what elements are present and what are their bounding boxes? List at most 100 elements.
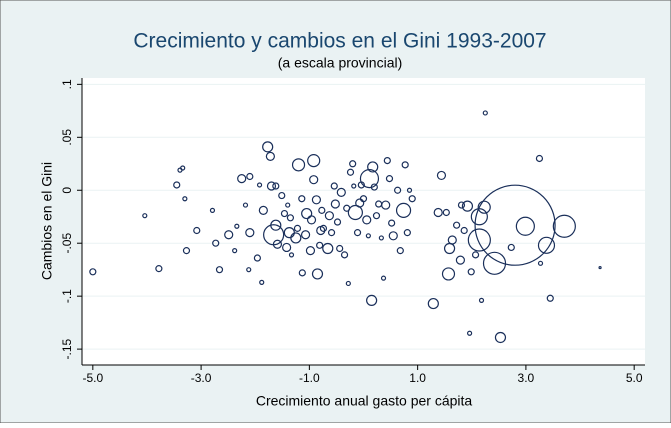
bubble xyxy=(324,211,334,221)
y-tick-label: -.1 xyxy=(60,289,74,303)
bubble xyxy=(291,158,306,172)
bubble xyxy=(305,246,316,256)
bubble xyxy=(388,231,398,241)
y-axis-title: Cambios en el Gini xyxy=(39,162,55,280)
bubble xyxy=(436,170,447,181)
bubble xyxy=(285,202,291,208)
bubble xyxy=(270,219,282,231)
bubble xyxy=(347,204,363,221)
bubble xyxy=(370,183,378,191)
bubble xyxy=(441,267,456,281)
bubble xyxy=(349,160,357,168)
bubble xyxy=(477,200,491,214)
bubble xyxy=(474,184,556,266)
bubble xyxy=(507,243,515,252)
bubble xyxy=(246,267,252,273)
bubble xyxy=(359,169,380,189)
bubble xyxy=(366,294,378,306)
bubble xyxy=(346,168,355,176)
bubble xyxy=(546,294,554,302)
bubble xyxy=(359,195,368,203)
bubble xyxy=(266,181,277,191)
bubble xyxy=(372,212,381,220)
bubble xyxy=(482,110,488,116)
bubble xyxy=(256,182,263,188)
bubble xyxy=(237,174,247,184)
bubble xyxy=(290,232,302,244)
bubble xyxy=(388,219,396,227)
bubble xyxy=(272,239,283,249)
bubble xyxy=(322,242,334,255)
bubble xyxy=(378,235,384,241)
bubble xyxy=(408,195,416,203)
bubble xyxy=(319,224,328,232)
bubble xyxy=(467,228,491,252)
x-axis-title: Crecimiento anual gasto per cápita xyxy=(256,393,473,409)
bubble xyxy=(333,218,342,226)
bubble xyxy=(182,247,191,255)
bubble xyxy=(442,208,450,217)
bubble xyxy=(265,151,275,161)
bubble xyxy=(482,251,507,275)
x-tick-label: -1.0 xyxy=(299,371,320,385)
bubble xyxy=(293,224,302,232)
bubble xyxy=(453,221,461,229)
bubble xyxy=(403,229,411,237)
bubble xyxy=(300,230,311,240)
bubble xyxy=(215,266,224,274)
bubble xyxy=(396,247,404,255)
bubble xyxy=(307,154,321,168)
bubble xyxy=(330,182,338,190)
bubble xyxy=(262,141,274,153)
bubble xyxy=(286,214,295,222)
bubble xyxy=(460,226,468,235)
bubble xyxy=(234,223,240,229)
bubble xyxy=(457,201,466,209)
bubble xyxy=(455,255,466,265)
bubble xyxy=(406,187,413,193)
y-tick-label: .05 xyxy=(60,129,74,146)
x-tick-label: -3.0 xyxy=(191,371,212,385)
y-tick-label: -.05 xyxy=(60,233,74,254)
bubble xyxy=(278,191,286,200)
bubble xyxy=(182,196,188,202)
chart-subtitle: (a escala provincial) xyxy=(278,55,403,71)
bubble xyxy=(245,228,255,238)
bubble xyxy=(355,198,365,208)
x-tick-label: 3.0 xyxy=(518,371,535,385)
bubble xyxy=(395,202,412,218)
bubble xyxy=(598,265,602,270)
bubble xyxy=(381,200,391,210)
bubble xyxy=(242,202,249,208)
x-tick-label: 5.0 xyxy=(626,371,643,385)
bubble xyxy=(447,235,457,245)
bubble xyxy=(142,213,148,219)
bubble xyxy=(535,154,544,163)
bubble xyxy=(471,251,480,259)
bubble xyxy=(345,280,351,287)
bubble xyxy=(467,330,473,336)
bubble xyxy=(309,175,319,185)
bubble xyxy=(401,161,409,169)
bubble xyxy=(385,175,394,183)
bubble xyxy=(193,226,201,235)
bubble xyxy=(272,182,280,190)
bubble xyxy=(461,200,474,212)
bubble xyxy=(246,172,254,181)
bubble xyxy=(301,207,313,220)
bubble xyxy=(494,331,507,344)
bubble xyxy=(298,269,306,277)
bubble xyxy=(155,265,163,273)
bubble xyxy=(180,165,186,171)
bubble xyxy=(336,244,344,253)
bubble xyxy=(173,181,181,189)
bubble xyxy=(311,268,324,280)
marks xyxy=(89,110,602,344)
bubble xyxy=(318,206,326,214)
bubble xyxy=(537,260,544,266)
bubble xyxy=(298,195,306,203)
x-tick-label: 1.0 xyxy=(409,371,426,385)
y-tick-label: -.15 xyxy=(60,338,74,359)
